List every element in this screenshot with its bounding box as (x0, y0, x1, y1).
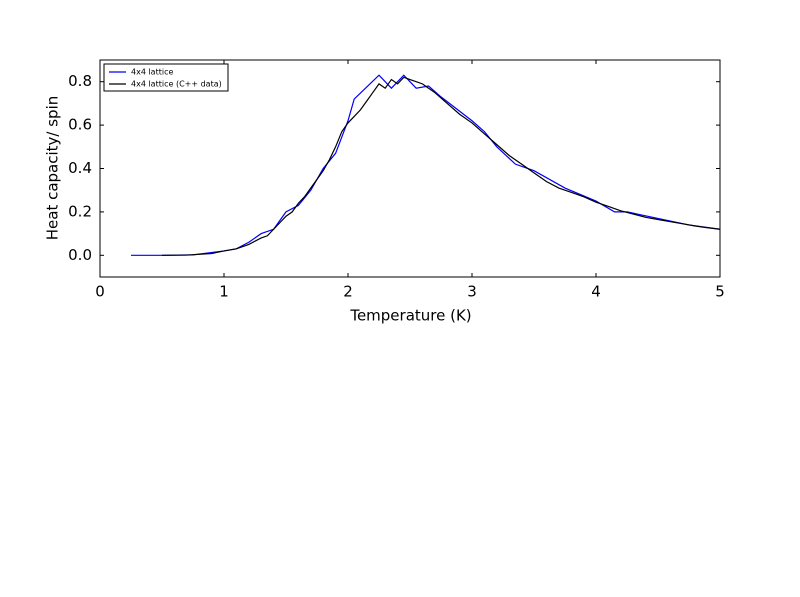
y-tick-label: 0.2 (68, 202, 92, 220)
legend-label: 4x4 lattice (C++ data) (131, 80, 222, 89)
legend: 4x4 lattice 4x4 lattice (C++ data) (103, 63, 229, 92)
x-tick-label: 0 (95, 283, 105, 301)
x-tick-label: 1 (219, 283, 229, 301)
y-tick-label: 0.6 (68, 116, 92, 134)
legend-label: 4x4 lattice (131, 68, 173, 77)
data-line (131, 74, 721, 256)
y-tick-label: 0.4 (68, 159, 92, 177)
x-tick-label: 5 (715, 283, 725, 301)
y-tick-label: 0.8 (68, 72, 92, 90)
x-tick-label: 3 (467, 283, 477, 301)
legend-box (103, 63, 229, 92)
plot-frame (99, 59, 721, 278)
x-tick-label: 2 (343, 283, 353, 301)
x-tick-label: 4 (591, 283, 601, 301)
data-line (161, 76, 721, 256)
y-axis-label: Heat capacity/ spin (44, 96, 62, 241)
x-axis-label: Temperature (K) (349, 307, 471, 325)
y-tick-label: 0.0 (68, 246, 92, 264)
